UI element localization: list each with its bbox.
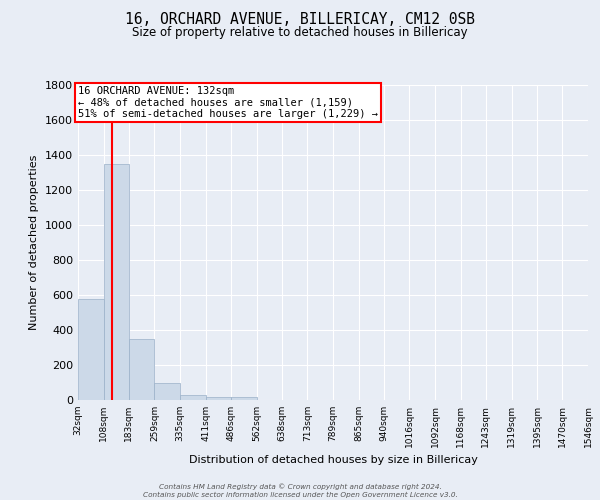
Text: Contains HM Land Registry data © Crown copyright and database right 2024.
Contai: Contains HM Land Registry data © Crown c… bbox=[143, 484, 457, 498]
Bar bbox=[154, 384, 180, 400]
Bar bbox=[231, 398, 257, 400]
Text: 16 ORCHARD AVENUE: 132sqm
← 48% of detached houses are smaller (1,159)
51% of se: 16 ORCHARD AVENUE: 132sqm ← 48% of detac… bbox=[78, 86, 378, 119]
Bar bbox=[78, 298, 104, 400]
Text: 16, ORCHARD AVENUE, BILLERICAY, CM12 0SB: 16, ORCHARD AVENUE, BILLERICAY, CM12 0SB bbox=[125, 12, 475, 28]
Bar bbox=[104, 164, 129, 400]
Bar bbox=[206, 396, 231, 400]
X-axis label: Distribution of detached houses by size in Billericay: Distribution of detached houses by size … bbox=[188, 456, 478, 466]
Text: Size of property relative to detached houses in Billericay: Size of property relative to detached ho… bbox=[132, 26, 468, 39]
Bar bbox=[129, 339, 154, 400]
Y-axis label: Number of detached properties: Number of detached properties bbox=[29, 155, 40, 330]
Bar bbox=[180, 395, 206, 400]
